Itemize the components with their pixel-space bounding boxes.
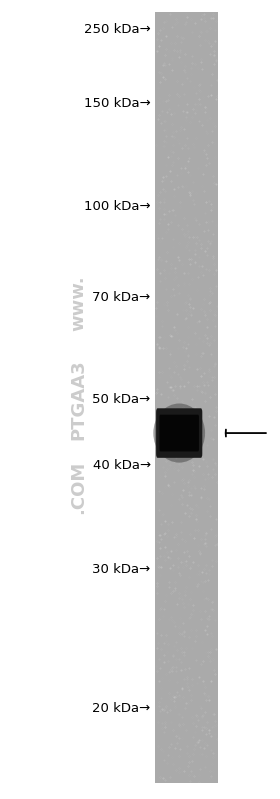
Text: 30 kDa→: 30 kDa→ (92, 563, 151, 576)
Text: PTGAA3: PTGAA3 (69, 360, 87, 439)
FancyBboxPatch shape (160, 415, 199, 451)
Text: 150 kDa→: 150 kDa→ (84, 97, 151, 110)
Text: 250 kDa→: 250 kDa→ (84, 23, 151, 36)
Text: 100 kDa→: 100 kDa→ (84, 200, 151, 213)
Ellipse shape (153, 403, 205, 463)
Text: 50 kDa→: 50 kDa→ (92, 393, 151, 406)
Text: www.: www. (69, 276, 87, 332)
Text: .COM: .COM (69, 461, 87, 514)
Text: 40 kDa→: 40 kDa→ (92, 459, 151, 471)
Bar (155, 12, 218, 783)
Text: 70 kDa→: 70 kDa→ (92, 291, 151, 304)
FancyBboxPatch shape (156, 408, 202, 458)
Text: 20 kDa→: 20 kDa→ (92, 702, 151, 715)
